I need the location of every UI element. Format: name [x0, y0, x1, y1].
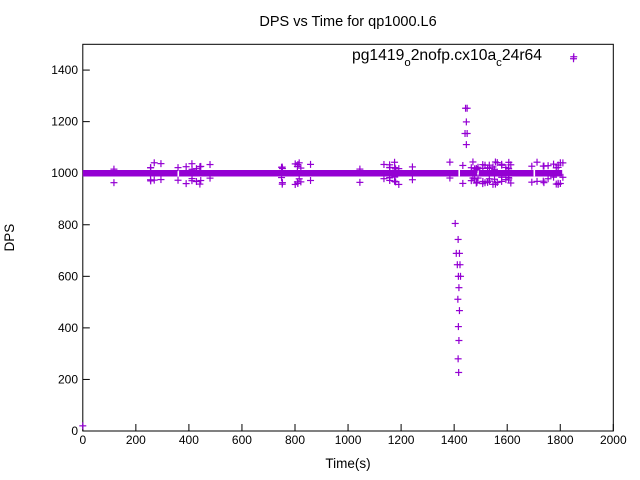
svg-text:2000: 2000: [600, 433, 627, 447]
svg-text:400: 400: [58, 321, 78, 335]
svg-text:1000: 1000: [51, 166, 78, 180]
svg-text:DPS: DPS: [2, 224, 17, 252]
svg-text:800: 800: [285, 433, 305, 447]
svg-text:1400: 1400: [51, 63, 78, 77]
svg-text:0: 0: [71, 424, 78, 438]
svg-text:0: 0: [79, 433, 86, 447]
svg-text:pg1419o2nofp.cx10ac24r64: pg1419o2nofp.cx10ac24r64: [352, 47, 542, 69]
svg-text:600: 600: [232, 433, 252, 447]
svg-text:200: 200: [58, 372, 78, 386]
svg-text:200: 200: [126, 433, 146, 447]
svg-text:1000: 1000: [335, 433, 362, 447]
svg-text:800: 800: [58, 218, 78, 232]
svg-text:1200: 1200: [388, 433, 415, 447]
svg-text:1400: 1400: [441, 433, 468, 447]
svg-text:400: 400: [179, 433, 199, 447]
svg-text:1600: 1600: [494, 433, 521, 447]
svg-text:600: 600: [58, 269, 78, 283]
svg-text:1200: 1200: [51, 115, 78, 129]
svg-text:1800: 1800: [547, 433, 574, 447]
